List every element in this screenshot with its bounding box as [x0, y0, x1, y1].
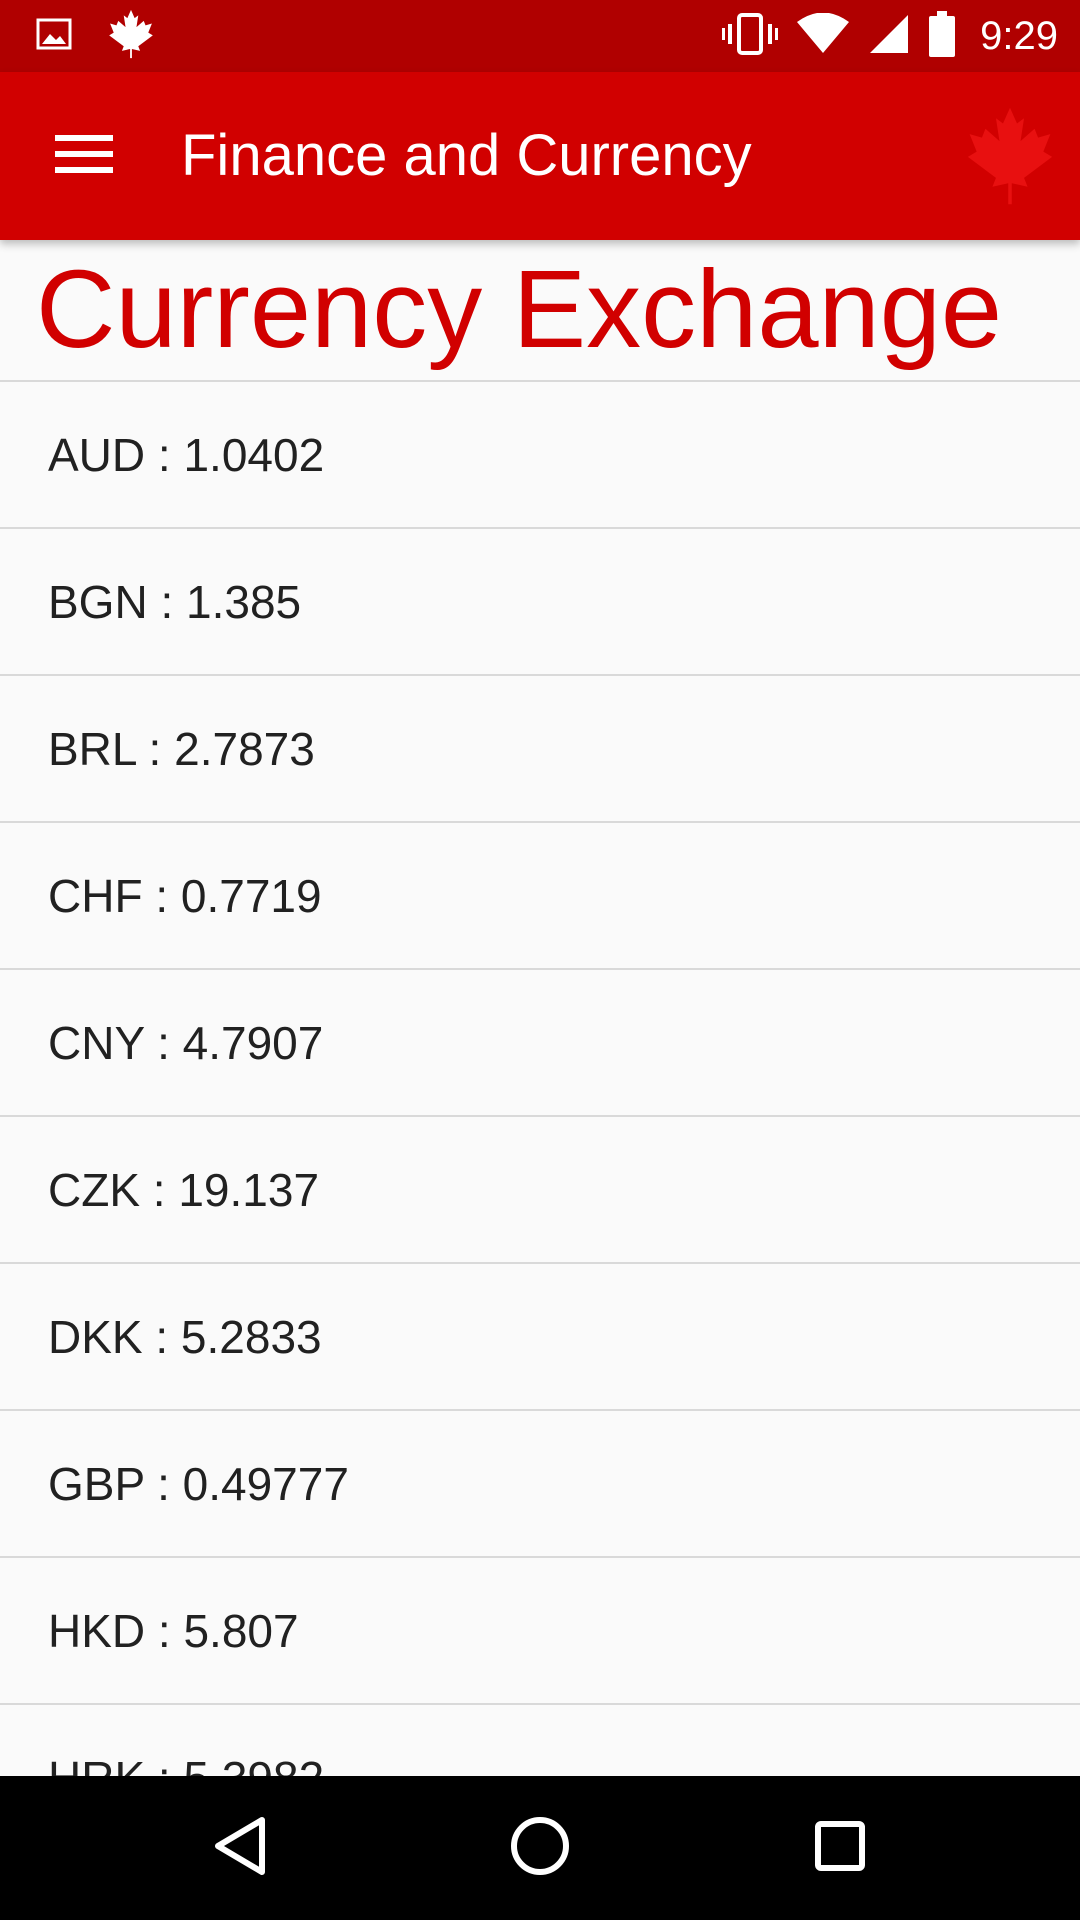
vibrate-icon — [722, 12, 779, 61]
back-triangle-icon — [212, 1816, 268, 1881]
back-button[interactable] — [190, 1798, 290, 1898]
recents-square-icon — [814, 1820, 866, 1877]
rate-list[interactable]: AUD : 1.0402 BGN : 1.385 BRL : 2.7873 CH… — [0, 382, 1080, 1776]
status-bar: 9:29 — [0, 0, 1080, 72]
signal-icon — [868, 13, 910, 60]
home-button[interactable] — [490, 1798, 590, 1898]
app-bar: Finance and Currency — [0, 72, 1080, 240]
image-icon — [36, 18, 72, 55]
rate-list-item[interactable]: CZK : 19.137 — [0, 1117, 1080, 1264]
menu-button[interactable] — [40, 116, 128, 196]
rate-list-item[interactable]: CNY : 4.7907 — [0, 970, 1080, 1117]
rate-list-item[interactable]: GBP : 0.49777 — [0, 1411, 1080, 1558]
content-area[interactable]: Currency Exchange AUD : 1.0402 BGN : 1.3… — [0, 240, 1080, 1776]
home-circle-icon — [510, 1816, 570, 1881]
rate-list-item[interactable]: DKK : 5.2833 — [0, 1264, 1080, 1411]
rate-list-item[interactable]: BRL : 2.7873 — [0, 676, 1080, 823]
rate-list-item[interactable]: BGN : 1.385 — [0, 529, 1080, 676]
maple-leaf-icon — [108, 9, 154, 64]
status-time: 9:29 — [980, 13, 1058, 58]
maple-leaf-logo-icon — [966, 106, 1054, 206]
wifi-icon — [796, 12, 850, 60]
app-title: Finance and Currency — [181, 123, 752, 188]
page-heading: Currency Exchange — [0, 240, 1080, 382]
rate-list-item[interactable]: HKD : 5.807 — [0, 1558, 1080, 1705]
status-left-icons — [36, 9, 154, 60]
battery-icon — [928, 10, 956, 62]
navigation-bar — [0, 1776, 1080, 1920]
rate-list-item[interactable]: HRK : 5.3982 — [0, 1705, 1080, 1777]
recents-button[interactable] — [790, 1798, 890, 1898]
status-right-icons: 9:29 — [722, 10, 1058, 62]
hamburger-menu-icon — [55, 133, 113, 180]
rate-list-item[interactable]: CHF : 0.7719 — [0, 823, 1080, 970]
rate-list-item[interactable]: AUD : 1.0402 — [0, 382, 1080, 529]
